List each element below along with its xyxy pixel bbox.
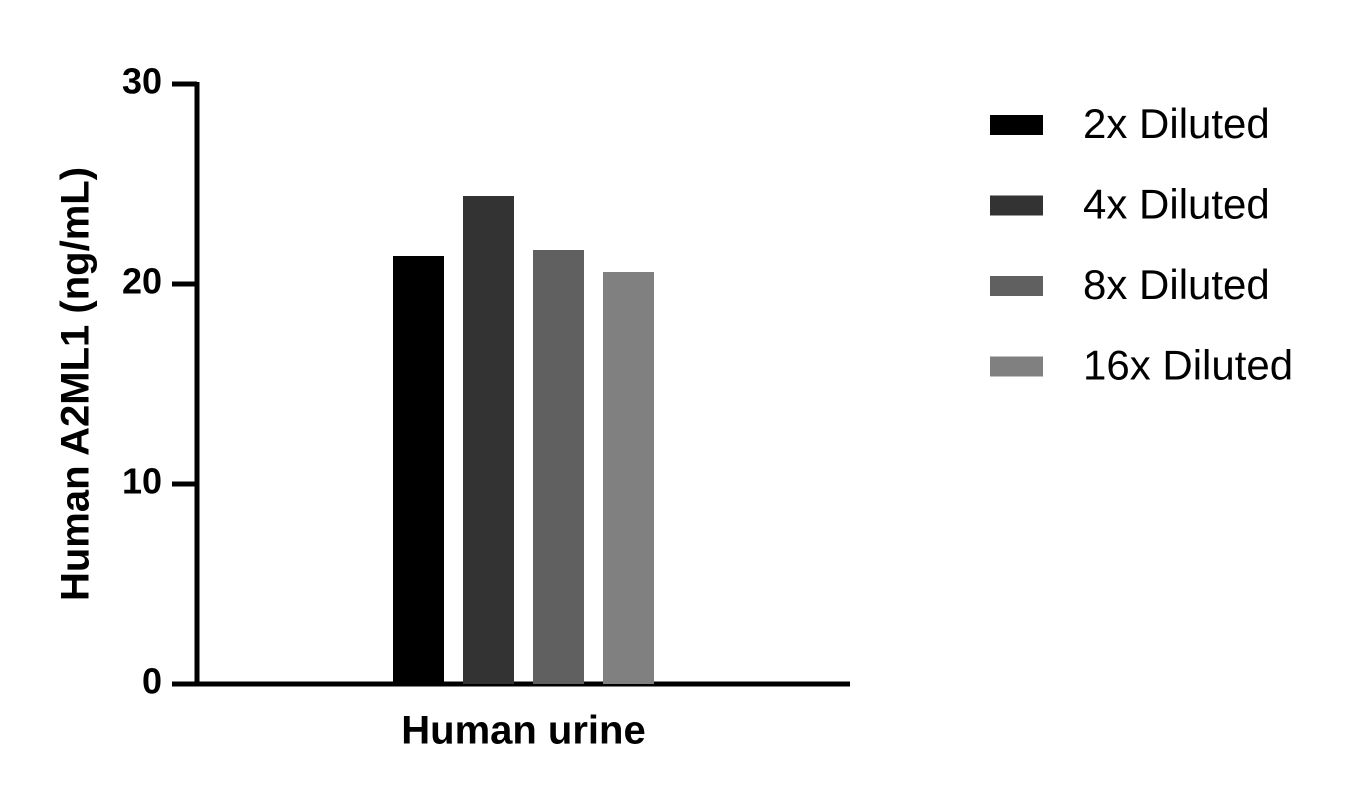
x-tick-label: Human urine — [401, 709, 645, 753]
y-tick-label: 30 — [122, 61, 162, 102]
legend-swatch — [990, 195, 1043, 216]
legend-label: 4x Diluted — [1083, 181, 1270, 228]
y-tick-label: 20 — [122, 261, 162, 302]
bar — [463, 196, 514, 684]
legend-swatch — [990, 276, 1043, 296]
legend-label: 8x Diluted — [1083, 261, 1270, 308]
y-tick-label: 10 — [122, 461, 162, 502]
legend-label: 2x Diluted — [1083, 100, 1270, 147]
legend-swatch — [990, 356, 1043, 377]
legend-label: 16x Diluted — [1083, 342, 1293, 389]
y-tick-label: 0 — [142, 661, 162, 702]
legend-swatch — [990, 115, 1043, 135]
bar — [603, 272, 654, 684]
y-axis-title: Human A2ML1 (ng/mL) — [54, 167, 98, 601]
bar — [533, 250, 584, 684]
bar — [393, 256, 444, 684]
